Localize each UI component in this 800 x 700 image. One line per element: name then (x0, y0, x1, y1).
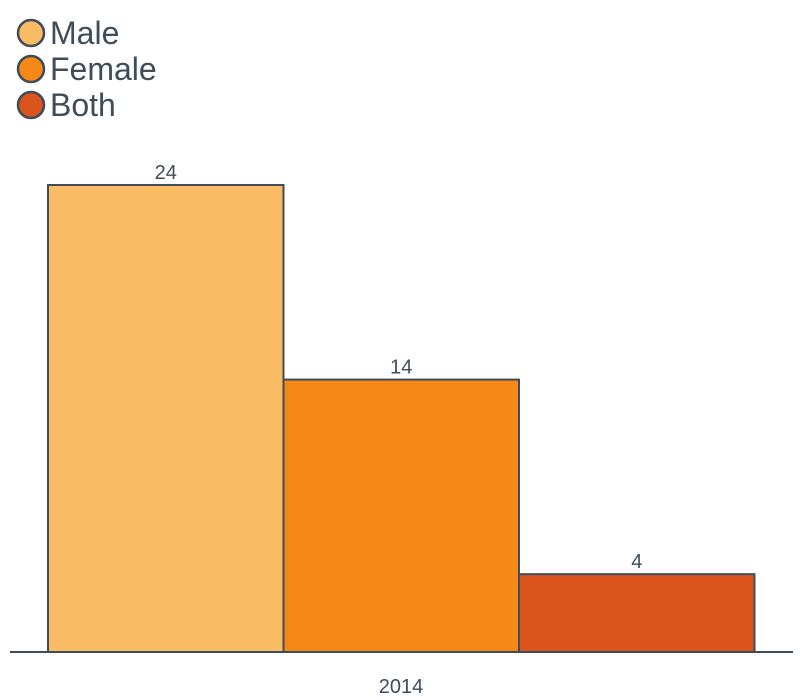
legend-label-female[interactable]: Female (50, 51, 157, 87)
bar-both[interactable] (518, 573, 756, 654)
bar-male[interactable] (47, 184, 285, 653)
legend-swatch-female[interactable] (16, 54, 46, 84)
bar-female[interactable] (282, 378, 520, 653)
data-label-both: 4 (631, 551, 642, 573)
legend-swatch-male[interactable] (16, 18, 46, 48)
x-tick-label: 2014 (379, 676, 424, 698)
legend-label-both[interactable]: Both (50, 87, 116, 123)
data-label-male: 24 (155, 162, 177, 184)
data-label-female: 14 (390, 357, 412, 379)
legend-label-male[interactable]: Male (50, 15, 119, 51)
legend-swatch-both[interactable] (16, 90, 46, 120)
data-labels-group: 24 14 4 (155, 162, 643, 573)
bars-group (47, 184, 756, 654)
